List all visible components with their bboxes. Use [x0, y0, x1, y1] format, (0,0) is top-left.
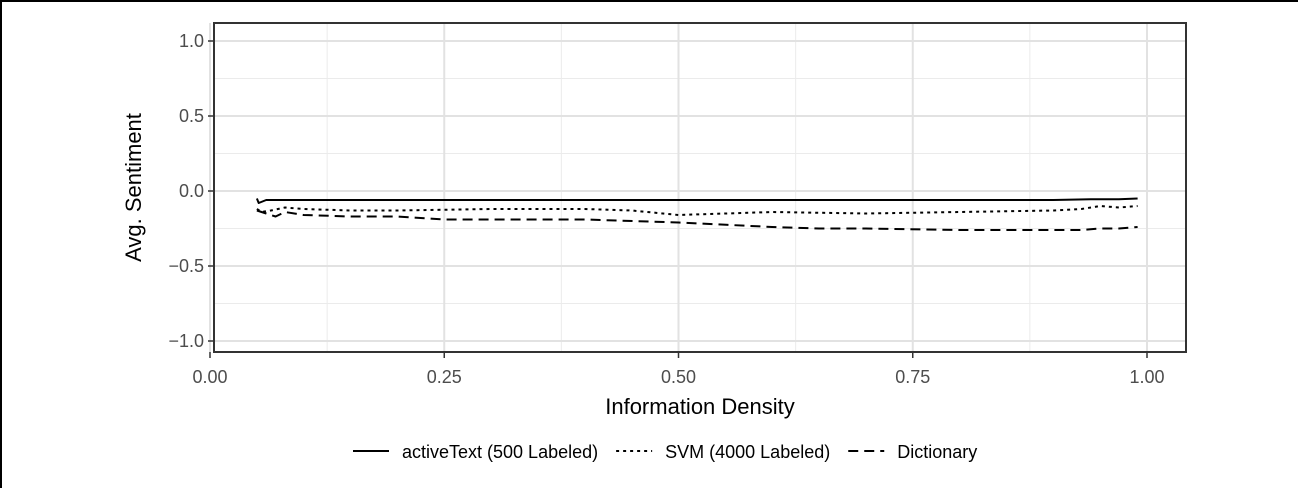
series-line-dotted	[256, 205, 1138, 216]
y-tick-label: −0.5	[168, 256, 204, 276]
y-tick-label: 0.5	[179, 106, 204, 126]
y-tick-label: −1.0	[168, 331, 204, 351]
legend-label: SVM (4000 Labeled)	[665, 442, 830, 462]
y-axis-label: Avg. Sentiment	[121, 113, 146, 262]
x-tick-label: 0.00	[192, 367, 227, 387]
legend-label: activeText (500 Labeled)	[402, 442, 598, 462]
x-axis-ticks: 0.00 0.25 0.50 0.75 1.00	[192, 352, 1165, 387]
legend: activeText (500 Labeled) SVM (4000 Labele…	[353, 442, 977, 462]
x-axis-label: Information Density	[605, 394, 795, 419]
y-axis-ticks: 1.0 0.5 0.0 −0.5 −1.0	[168, 31, 214, 351]
series-line-dashed	[256, 209, 1138, 231]
x-tick-label: 0.75	[895, 367, 930, 387]
x-tick-label: 1.00	[1129, 367, 1164, 387]
series-line-solid	[255, 197, 1138, 204]
plot-border	[213, 22, 1187, 353]
y-tick-label: 0.0	[179, 181, 204, 201]
minor-gridlines	[214, 23, 1186, 352]
legend-label: Dictionary	[897, 442, 977, 462]
y-tick-label: 1.0	[179, 31, 204, 51]
x-tick-label: 0.50	[661, 367, 696, 387]
x-tick-label: 0.25	[427, 367, 462, 387]
series-lines	[255, 197, 1138, 231]
major-gridlines	[209, 23, 1186, 352]
